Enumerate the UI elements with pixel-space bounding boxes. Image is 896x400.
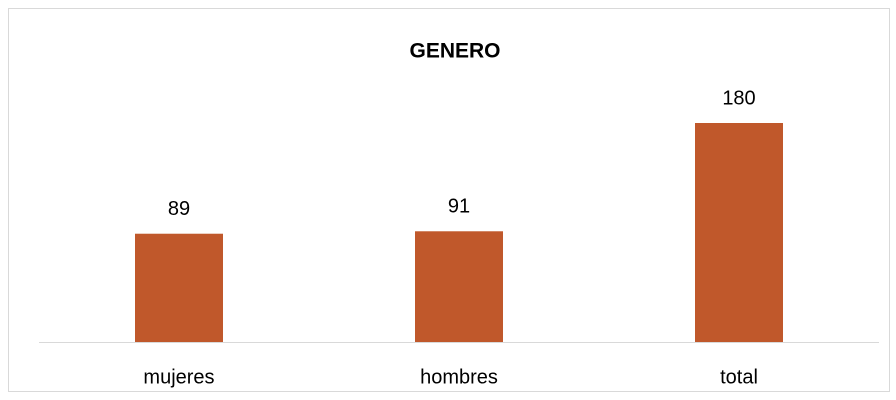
data-label: 89 [168,198,190,220]
data-label: 180 [722,87,755,109]
bar [695,123,783,342]
x-tick-label: hombres [420,366,498,388]
x-tick-label: total [720,366,758,388]
bar [415,231,503,342]
data-label: 91 [448,196,470,218]
x-tick-label: mujeres [143,366,214,388]
bar [135,233,223,342]
chart-title: GENERO [409,40,500,63]
